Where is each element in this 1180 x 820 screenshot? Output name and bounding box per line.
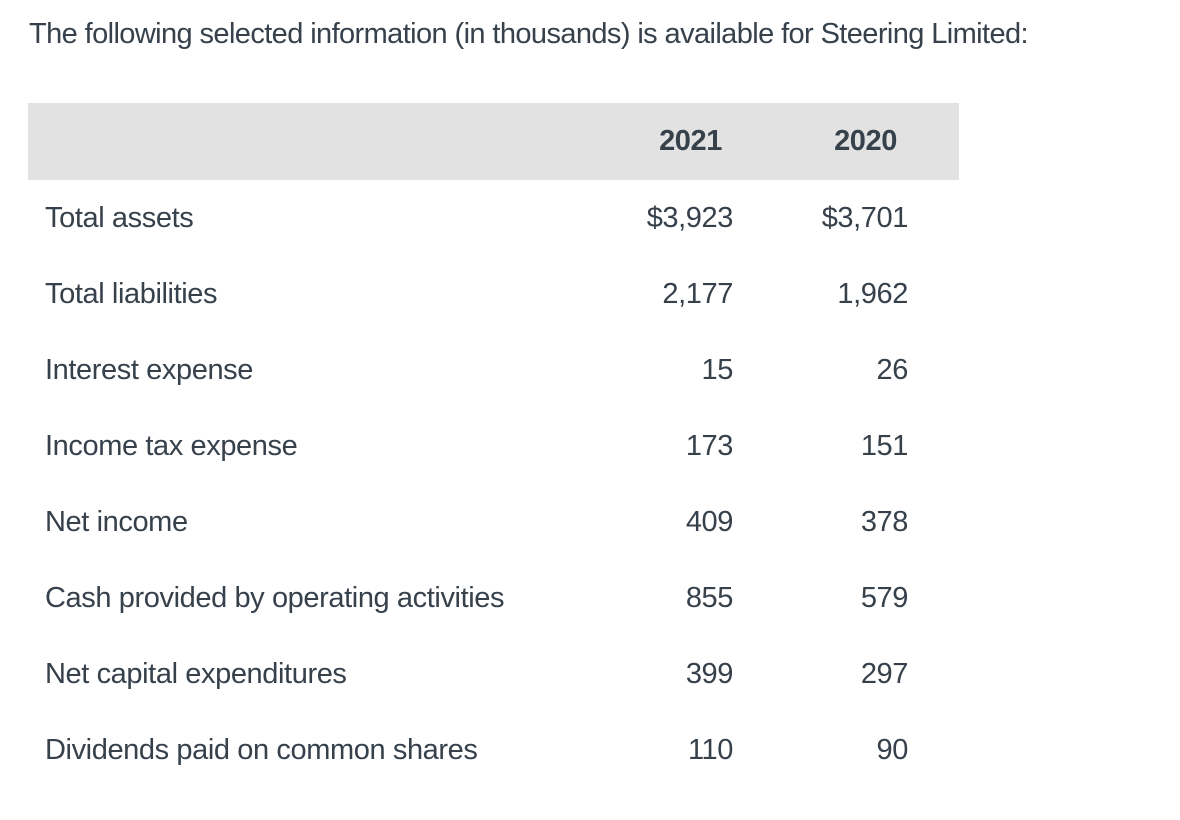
value-2021: 15	[701, 353, 734, 386]
table-row: Income tax expense 173 151	[28, 408, 959, 484]
intro-statement: The following selected information (in t…	[29, 18, 1029, 50]
value-2021: 173	[685, 429, 734, 462]
column-header-2020: 2020	[834, 125, 897, 157]
value-2020: 151	[860, 429, 909, 462]
table-row: Dividends paid on common shares 110 90	[28, 712, 959, 788]
value-2021: 409	[685, 505, 734, 538]
column-header-2021: 2021	[659, 125, 722, 157]
table-row: Net capital expenditures 399 297	[28, 636, 959, 712]
value-2020: 297	[860, 657, 909, 690]
row-label: Net income	[45, 505, 188, 538]
value-2021: 855	[685, 581, 734, 614]
row-label: Total assets	[45, 201, 194, 234]
value-2020: 90	[876, 733, 909, 766]
value-2020: 579	[860, 581, 909, 614]
table-row: Total assets $3,923 $3,701	[28, 180, 959, 256]
row-label: Cash provided by operating activities	[45, 581, 505, 614]
value-2020: 378	[860, 505, 909, 538]
financial-table: 2021 2020 Total assets $3,923 $3,701 Tot…	[28, 103, 959, 788]
value-2021: 2,177	[662, 277, 733, 310]
row-label: Interest expense	[45, 353, 254, 386]
table-header-row: 2021 2020	[28, 103, 959, 180]
row-label: Net capital expenditures	[45, 657, 347, 690]
table-row: Interest expense 15 26	[28, 332, 959, 408]
value-2021: 399	[685, 657, 734, 690]
value-2020: 1,962	[837, 277, 908, 310]
value-2020: 26	[876, 353, 909, 386]
table-row: Total liabilities 2,177 1,962	[28, 256, 959, 332]
row-label: Total liabilities	[45, 277, 218, 310]
value-2021: $3,923	[646, 201, 734, 234]
row-label: Dividends paid on common shares	[45, 733, 478, 766]
table-row: Cash provided by operating activities 85…	[28, 560, 959, 636]
row-label: Income tax expense	[45, 429, 298, 462]
table-row: Net income 409 378	[28, 484, 959, 560]
value-2020: $3,701	[821, 201, 909, 234]
value-2021: 110	[687, 733, 733, 766]
